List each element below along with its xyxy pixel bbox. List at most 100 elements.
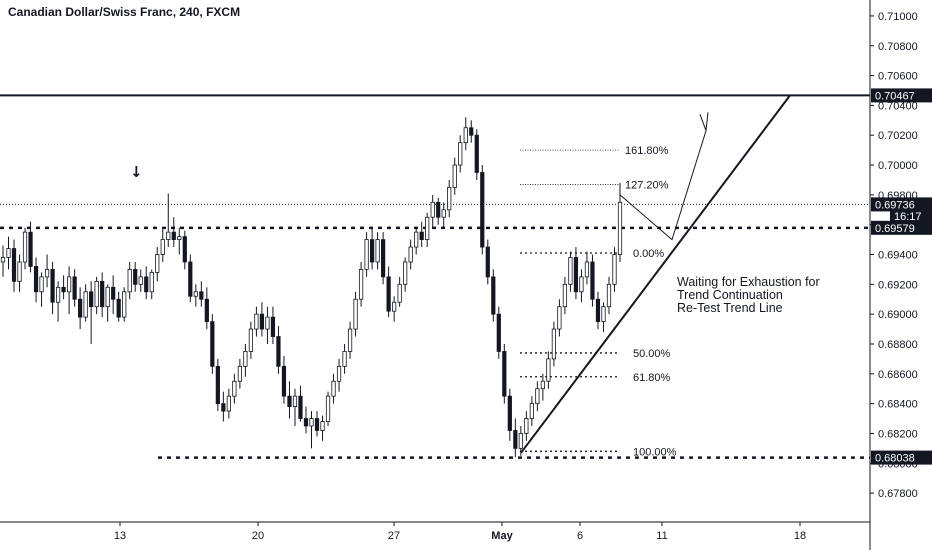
annotation-line-1: Waiting for Exhaustion for [677, 275, 820, 289]
price-tick-label: 0.67800 [878, 488, 918, 500]
candle-bullish [452, 164, 457, 188]
candle-bullish [606, 283, 612, 308]
trend-line [520, 94, 791, 454]
candle-bearish [287, 395, 292, 408]
candle-bullish [408, 246, 413, 263]
candle-bearish [215, 365, 220, 405]
candle-bullish [237, 365, 242, 382]
candle-bearish [496, 313, 501, 352]
candle-bullish [430, 201, 435, 218]
candle-bullish [160, 239, 165, 255]
candle-bullish [138, 276, 143, 285]
candle-bullish [392, 301, 397, 312]
candle-bullish [397, 283, 402, 303]
candle-bearish [50, 269, 55, 303]
price-tick-label: 0.70400 [878, 100, 918, 112]
candle-bullish [105, 286, 110, 308]
time-tick-label: 11 [656, 530, 667, 542]
candle-bullish [535, 388, 540, 405]
price-tick-label: 0.69000 [878, 309, 918, 321]
candle-bearish [199, 291, 204, 300]
fib-level-label: 50.00% [633, 348, 671, 360]
candle-bullish [568, 257, 573, 285]
candle-bearish [78, 298, 83, 318]
candle-bearish [270, 316, 276, 337]
candle-bullish [375, 239, 380, 263]
candle-bearish [298, 395, 303, 419]
candle-bearish [595, 298, 601, 323]
candle-bullish [601, 306, 606, 323]
candle-bullish [22, 231, 28, 263]
candle-bearish [61, 286, 66, 293]
candle-bullish [320, 421, 325, 431]
candles [0, 117, 623, 458]
price-tick-label: 0.69400 [878, 250, 918, 262]
fib-level-label: 127.20% [625, 179, 669, 191]
candle-bullish [243, 351, 248, 367]
candle-bearish [276, 336, 281, 367]
time-remaining-label: 16:17 [894, 211, 922, 223]
fib-level-label: 161.80% [625, 145, 669, 157]
candle-bearish [259, 313, 265, 330]
candle-bullish [546, 358, 551, 382]
candle-bullish [612, 254, 617, 285]
candle-bullish [292, 395, 298, 408]
candle-bullish [6, 248, 11, 258]
candle-bullish [248, 328, 254, 352]
candle-bearish [144, 276, 149, 293]
candle-bullish [458, 142, 463, 166]
candle-bullish [562, 283, 568, 308]
drawings[interactable]: ↓ [130, 94, 791, 454]
candle-bullish [66, 276, 72, 293]
chart-title: Canadian Dollar/Swiss Franc, 240, FXCM [8, 5, 241, 19]
fib-level-label: 100.00% [633, 446, 677, 458]
horizontal-levels[interactable] [0, 94, 870, 459]
level-price-label: 0.69736 [875, 199, 915, 211]
candle-bearish [303, 418, 309, 427]
candle-bearish [221, 403, 226, 412]
candle-bearish [507, 395, 512, 431]
candle-bearish [469, 127, 474, 136]
candle-bearish [11, 248, 17, 282]
candle-bearish [381, 239, 386, 278]
candle-bullish [557, 306, 562, 330]
candle-bullish [425, 216, 430, 240]
candle-bearish [314, 418, 320, 431]
candle-bearish [590, 261, 595, 300]
price-tick-label: 0.68200 [878, 428, 918, 440]
candle-bullish [331, 380, 336, 397]
fib-level-label: 61.80% [633, 372, 671, 384]
candle-bearish [513, 430, 518, 449]
projection-arrowhead [699, 112, 709, 131]
candle-bullish [403, 261, 408, 285]
candle-bullish [122, 291, 127, 318]
level-price-badge [871, 450, 932, 465]
candle-bullish [551, 328, 557, 360]
time-tick-label: 6 [577, 530, 583, 542]
candle-bearish [182, 236, 187, 263]
fib-level-label: 0.00% [633, 248, 664, 260]
level-price-label: 0.69579 [875, 223, 915, 235]
candle-bearish [210, 321, 215, 367]
candle-bullish [0, 257, 6, 263]
candle-bearish [72, 276, 77, 300]
price-tick-label: 0.71000 [878, 11, 918, 23]
candle-bullish [579, 276, 584, 293]
time-tick-label: May [491, 530, 513, 542]
candle-bearish [485, 246, 490, 278]
candle-bearish [436, 201, 441, 218]
time-tick-label: 27 [388, 530, 400, 542]
candle-bullish [463, 127, 468, 144]
price-axis[interactable]: 0.71000 0.70800 0.70600 0.70400 0.70200 0.700… [869, 0, 932, 550]
candle-bullish [232, 380, 237, 397]
candle-bullish [39, 276, 44, 293]
candle-bullish [226, 395, 231, 412]
candle-bullish [254, 313, 259, 330]
fibonacci-levels[interactable]: 161.80% 127.20% 0.00% 50.00% 61.80% 100.00% [520, 145, 677, 458]
time-axis[interactable]: 13 20 27 May 6 11 18 [0, 521, 870, 542]
candle-bearish [28, 231, 33, 267]
candle-bullish [193, 291, 198, 297]
annotation-text: Waiting for Exhaustion for Trend Continu… [677, 276, 820, 315]
candle-bullish [584, 261, 590, 278]
